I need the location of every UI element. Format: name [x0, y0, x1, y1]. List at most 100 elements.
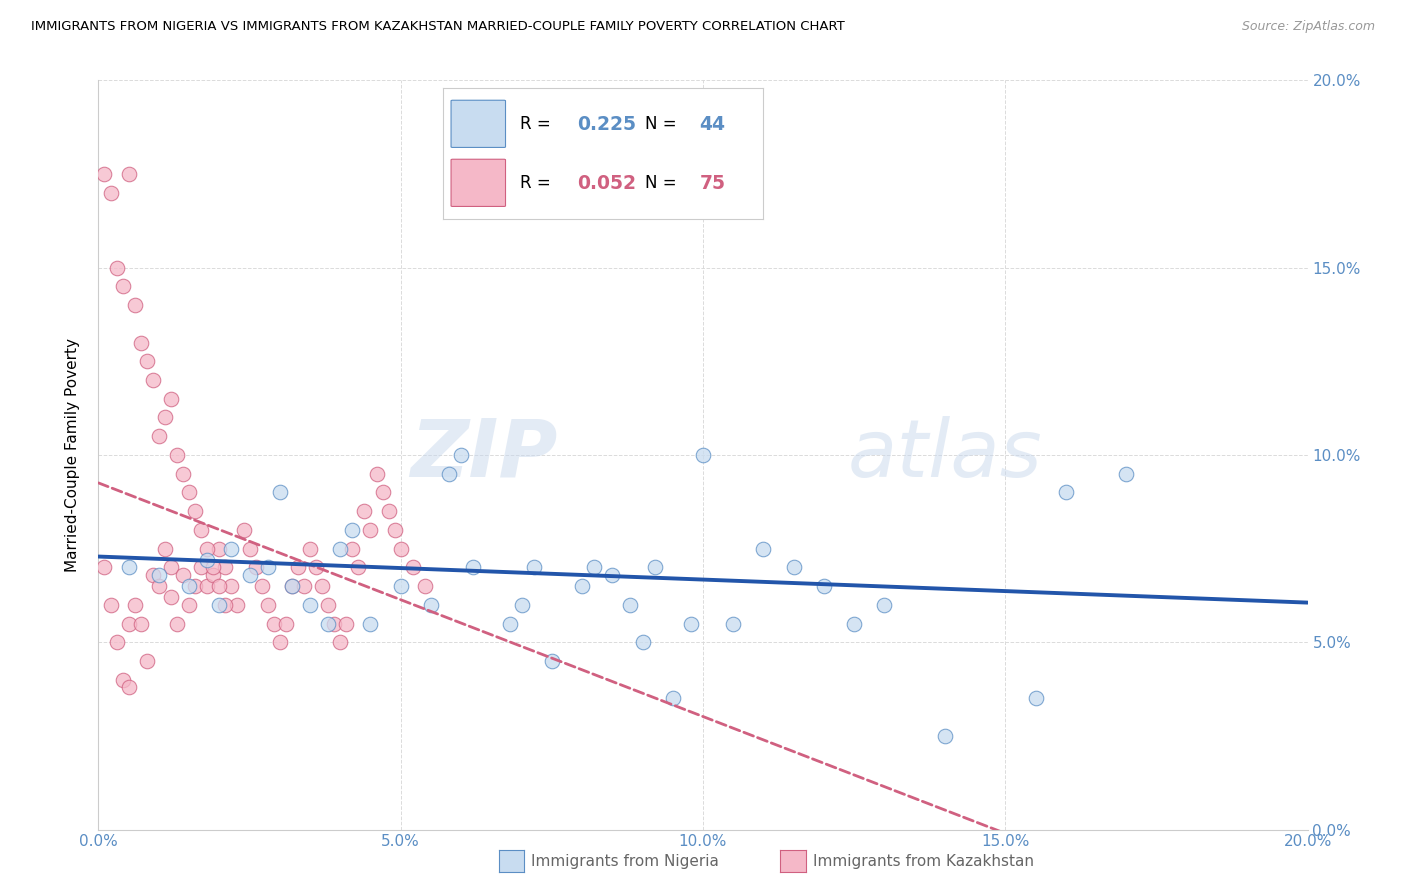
Text: Source: ZipAtlas.com: Source: ZipAtlas.com	[1241, 20, 1375, 33]
Point	[118, 560, 141, 574]
Point	[232, 523, 254, 537]
Point	[208, 579, 231, 593]
Point	[1115, 467, 1137, 481]
Point	[305, 560, 328, 574]
Point	[329, 541, 352, 556]
Point	[413, 579, 436, 593]
Point	[179, 598, 201, 612]
Point	[256, 560, 278, 574]
Point	[269, 485, 291, 500]
Point	[148, 429, 170, 443]
Point	[160, 560, 183, 574]
Point	[166, 448, 188, 462]
Text: IMMIGRANTS FROM NIGERIA VS IMMIGRANTS FROM KAZAKHSTAN MARRIED-COUPLE FAMILY POVE: IMMIGRANTS FROM NIGERIA VS IMMIGRANTS FR…	[31, 20, 845, 33]
Point	[498, 616, 520, 631]
Point	[135, 654, 157, 668]
Point	[172, 567, 194, 582]
Point	[692, 448, 714, 462]
Point	[118, 616, 141, 631]
Point	[934, 729, 956, 743]
Point	[844, 616, 866, 631]
Point	[256, 598, 278, 612]
Point	[184, 504, 207, 518]
Point	[644, 560, 666, 574]
Point	[93, 560, 115, 574]
Point	[420, 598, 443, 612]
Point	[602, 567, 624, 582]
Point	[299, 598, 322, 612]
Text: Immigrants from Nigeria: Immigrants from Nigeria	[531, 854, 720, 869]
Point	[335, 616, 357, 631]
Point	[100, 186, 122, 200]
Point	[292, 579, 315, 593]
Point	[245, 560, 267, 574]
Point	[329, 635, 352, 649]
Point	[311, 579, 333, 593]
Point	[1054, 485, 1077, 500]
Point	[583, 560, 606, 574]
Point	[1024, 691, 1046, 706]
Point	[195, 541, 218, 556]
Point	[571, 579, 593, 593]
Point	[179, 485, 201, 500]
Point	[221, 579, 243, 593]
Point	[377, 504, 399, 518]
Point	[214, 598, 236, 612]
Point	[226, 598, 249, 612]
Point	[221, 541, 243, 556]
Point	[93, 167, 115, 181]
Point	[360, 523, 382, 537]
Point	[195, 579, 218, 593]
Point	[148, 567, 170, 582]
Point	[323, 616, 346, 631]
Point	[353, 504, 375, 518]
Point	[190, 523, 212, 537]
Point	[389, 541, 412, 556]
Point	[360, 616, 382, 631]
Point	[190, 560, 212, 574]
Point	[463, 560, 485, 574]
Point	[631, 635, 654, 649]
Point	[873, 598, 896, 612]
Point	[366, 467, 388, 481]
Point	[510, 598, 533, 612]
Point	[239, 541, 262, 556]
Point	[316, 616, 339, 631]
Point	[214, 560, 236, 574]
Point	[208, 541, 231, 556]
Point	[179, 579, 201, 593]
Point	[281, 579, 304, 593]
Point	[118, 167, 141, 181]
Point	[813, 579, 835, 593]
Point	[723, 616, 745, 631]
Point	[160, 392, 183, 406]
Point	[342, 523, 364, 537]
Point	[184, 579, 207, 593]
Point	[142, 567, 165, 582]
Point	[540, 654, 562, 668]
Point	[202, 560, 225, 574]
Point	[783, 560, 806, 574]
Point	[124, 598, 146, 612]
Text: atlas: atlas	[848, 416, 1043, 494]
Point	[437, 467, 460, 481]
Point	[523, 560, 546, 574]
Point	[153, 541, 176, 556]
Point	[160, 591, 183, 605]
Point	[100, 598, 122, 612]
Point	[287, 560, 309, 574]
Point	[263, 616, 285, 631]
Point	[299, 541, 322, 556]
Point	[142, 373, 165, 387]
Point	[129, 616, 152, 631]
Point	[105, 635, 128, 649]
Point	[619, 598, 641, 612]
Point	[281, 579, 304, 593]
Point	[450, 448, 472, 462]
Point	[195, 553, 218, 567]
Point	[250, 579, 273, 593]
Text: Immigrants from Kazakhstan: Immigrants from Kazakhstan	[813, 854, 1033, 869]
Point	[371, 485, 394, 500]
Point	[384, 523, 406, 537]
Point	[752, 541, 775, 556]
